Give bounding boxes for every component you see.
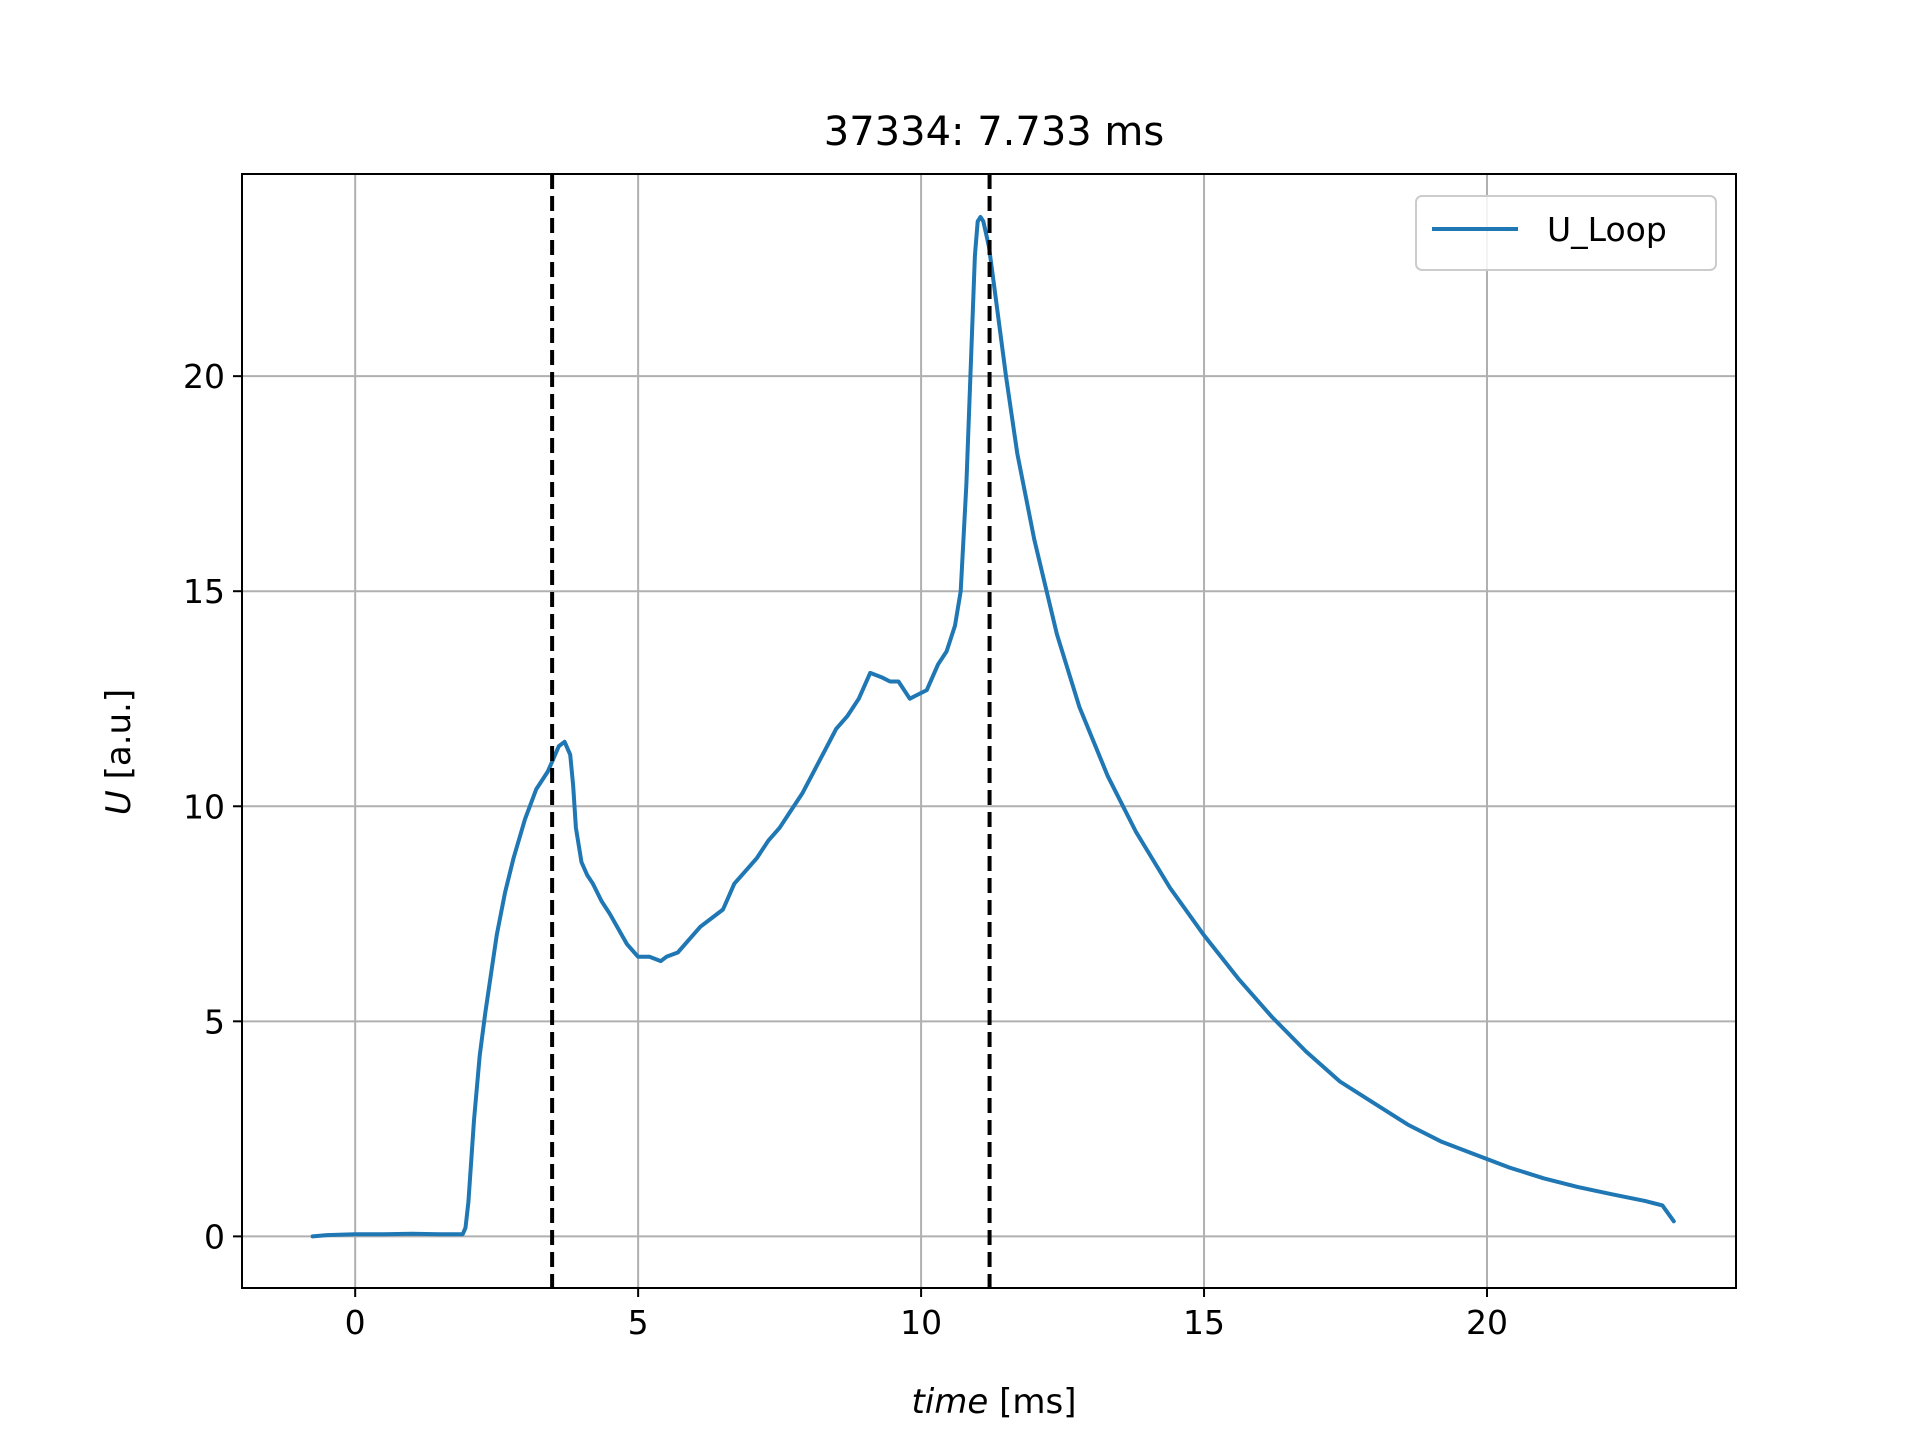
x-axis-label-var: time bbox=[912, 1382, 989, 1422]
x-tick-label: 20 bbox=[1466, 1303, 1508, 1342]
y-tick-label: 0 bbox=[204, 1217, 225, 1256]
x-tick-label: 5 bbox=[628, 1303, 649, 1342]
y-axis-label-unit: [a.u.] bbox=[99, 689, 139, 790]
axis-ticks: 0 5 10 15 20 0 5 10 15 20 bbox=[183, 357, 1508, 1342]
y-tick-label: 20 bbox=[183, 357, 225, 396]
series-line-u-loop bbox=[310, 215, 1676, 1239]
y-axis-label: U [a.u.] bbox=[99, 689, 139, 815]
x-tick-label: 10 bbox=[900, 1303, 942, 1342]
x-axis-label: time [ms] bbox=[912, 1382, 1077, 1422]
y-tick-label: 5 bbox=[204, 1002, 225, 1041]
chart-title: 37334: 7.733 ms bbox=[824, 109, 1164, 155]
legend-label: U_Loop bbox=[1547, 210, 1667, 249]
plot-frame bbox=[241, 173, 1737, 1289]
x-tick-label: 0 bbox=[345, 1303, 366, 1342]
series-layer bbox=[310, 215, 1676, 1239]
vertical-marker-lines bbox=[550, 174, 992, 1288]
legend-box bbox=[1415, 195, 1717, 271]
x-tick-label: 15 bbox=[1183, 1303, 1225, 1342]
y-tick-label: 15 bbox=[183, 572, 225, 611]
legend: U_Loop bbox=[1415, 195, 1717, 271]
y-axis-label-var: U bbox=[99, 790, 139, 815]
y-tick-label: 10 bbox=[183, 787, 225, 826]
x-axis-label-unit: [ms] bbox=[988, 1382, 1076, 1422]
